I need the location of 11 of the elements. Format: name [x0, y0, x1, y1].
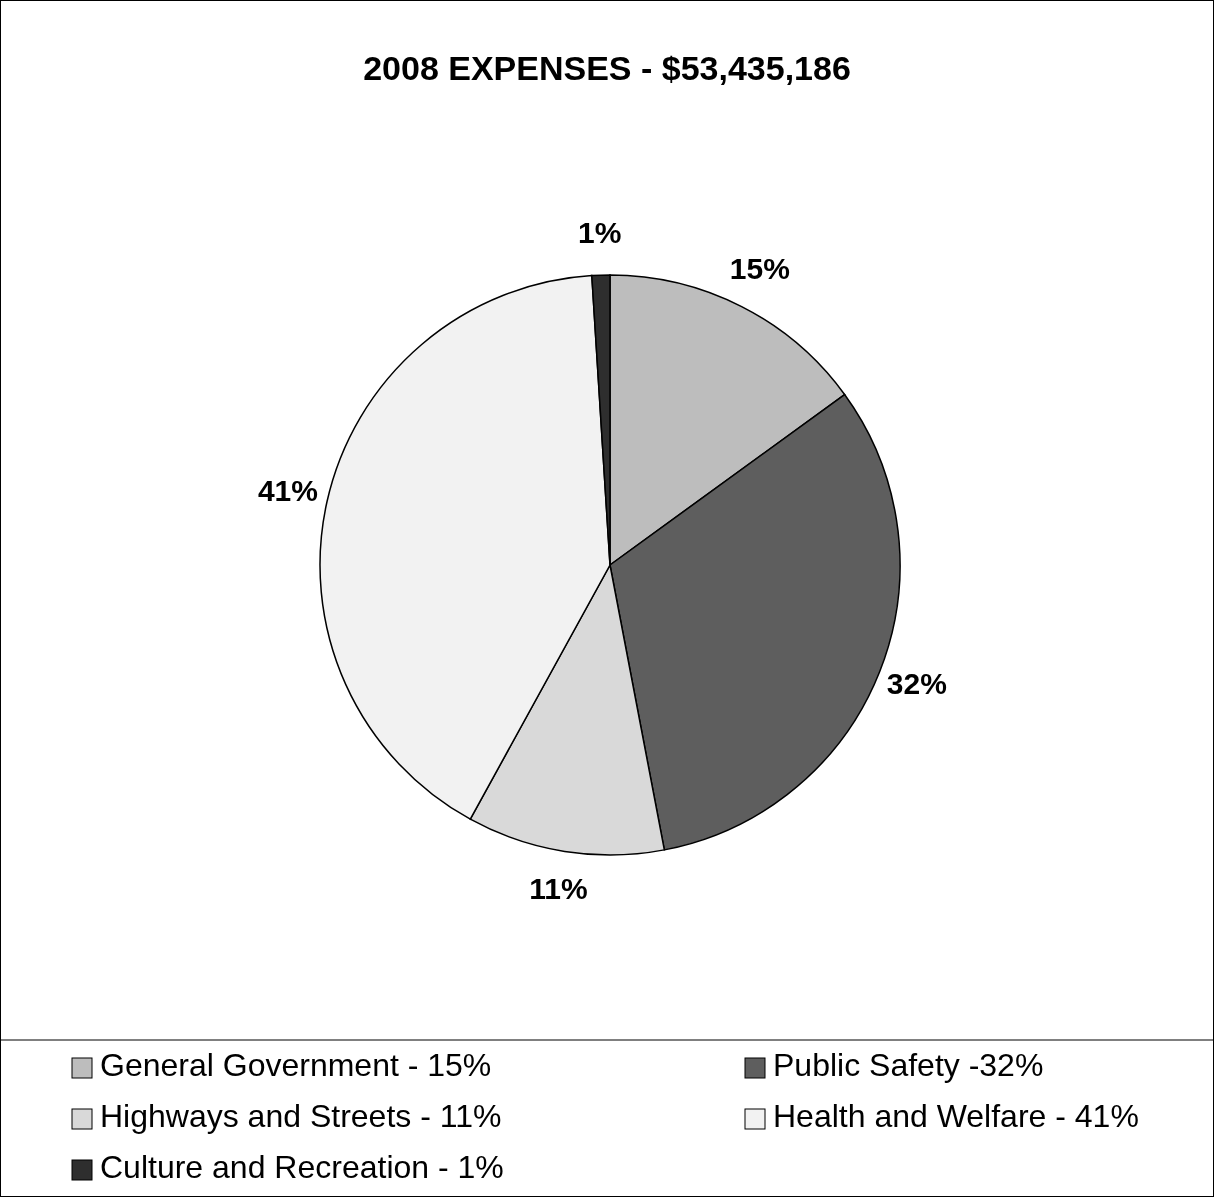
data-label: 32%: [886, 667, 947, 701]
legend-label: Culture and Recreation - 1%: [100, 1149, 504, 1186]
legend-label: Highways and Streets - 11%: [100, 1098, 502, 1135]
legend-label: Public Safety -32%: [773, 1047, 1044, 1084]
data-label: 1%: [577, 216, 622, 250]
legend-label: Health and Welfare - 41%: [773, 1098, 1139, 1135]
data-label: 15%: [729, 251, 790, 285]
legend-label: General Government - 15%: [100, 1047, 492, 1084]
chart-title: 2008 EXPENSES - $53,435,186: [363, 49, 851, 87]
data-label: 41%: [257, 473, 318, 507]
data-label: 11%: [529, 871, 588, 905]
